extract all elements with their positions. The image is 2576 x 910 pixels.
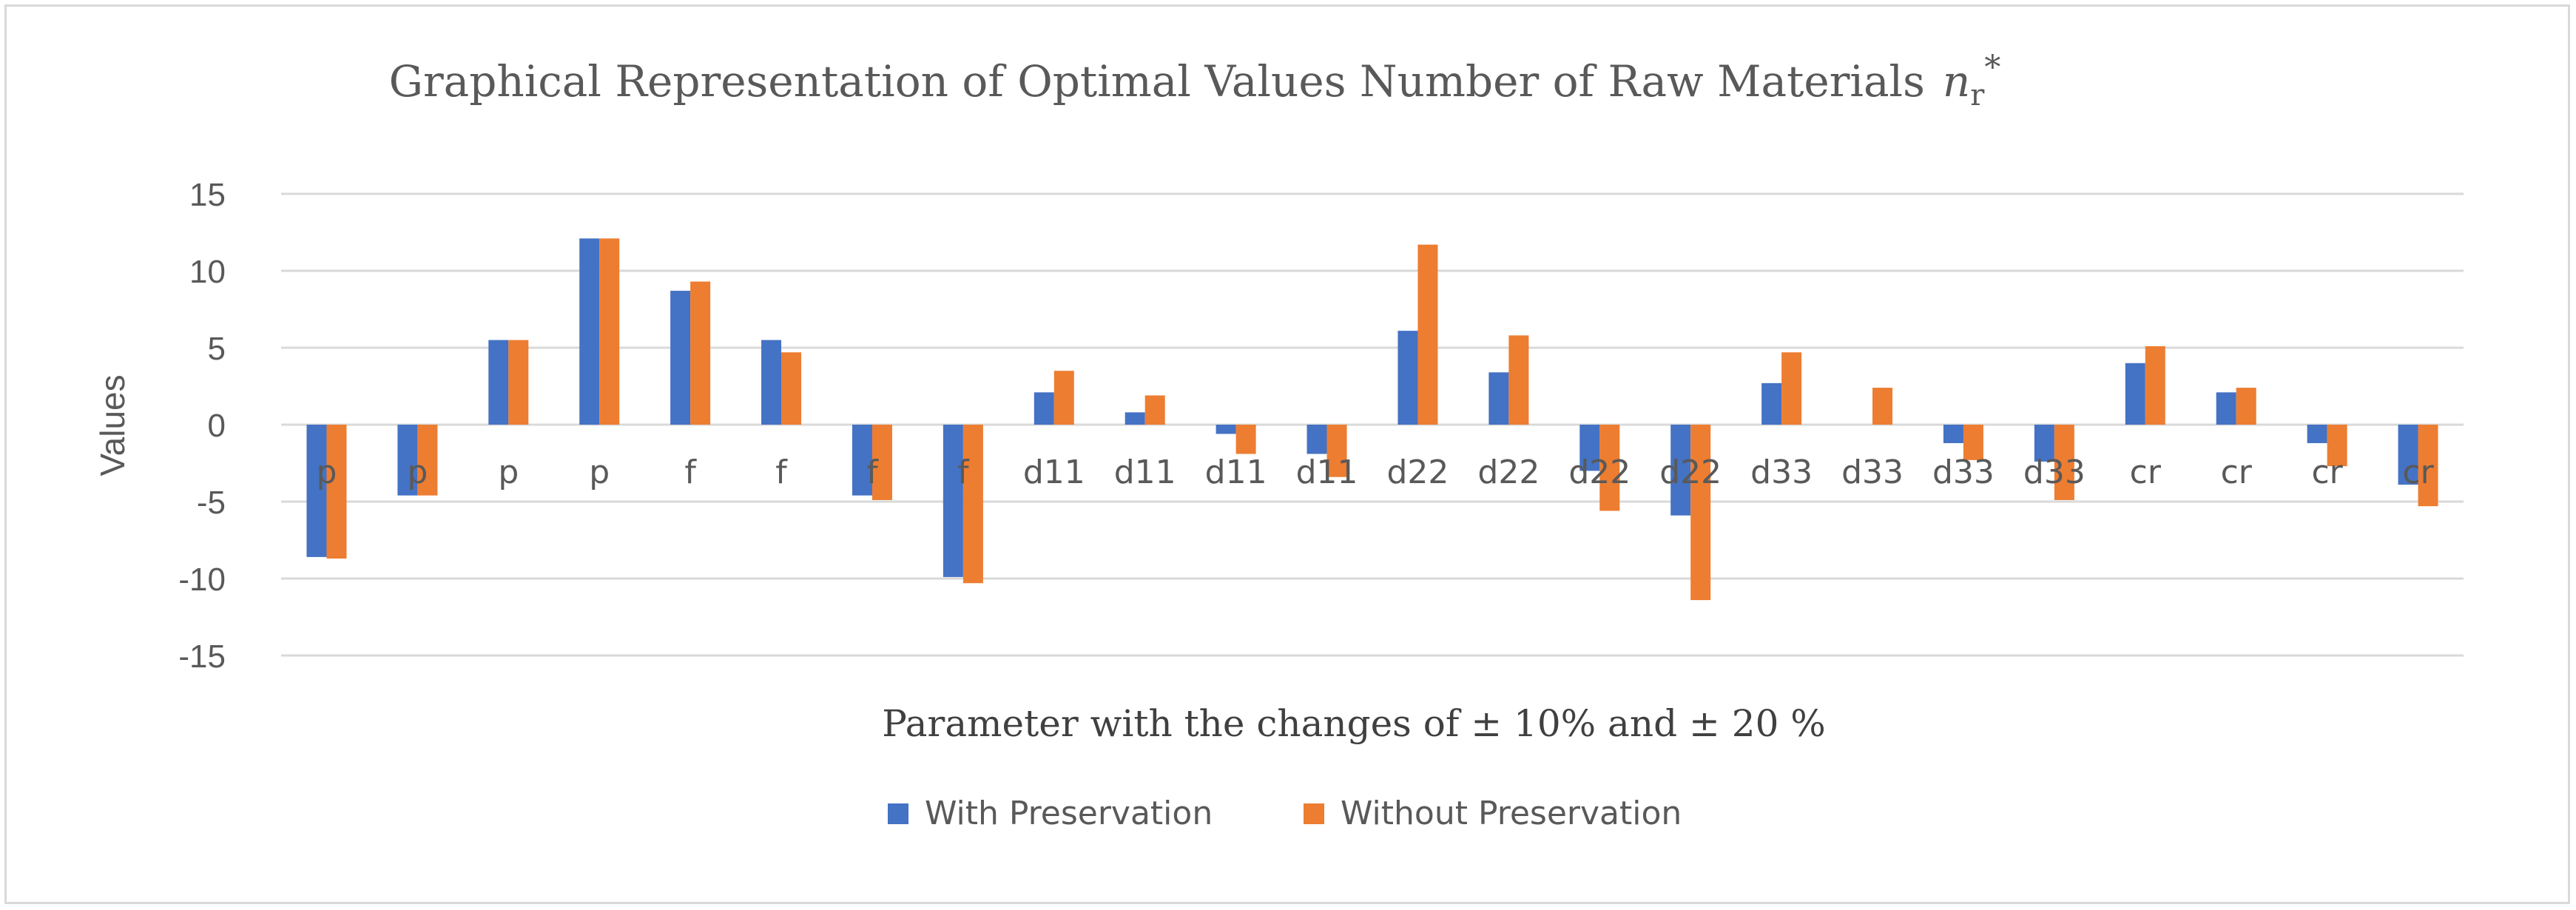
chart-title: Graphical Representation of Optimal Valu… — [389, 49, 2001, 112]
bar-without-preservation-13 — [1508, 335, 1529, 425]
bar-with-preservation-3 — [579, 238, 600, 425]
bar-without-preservation-9 — [1144, 395, 1165, 425]
bar-with-preservation-18 — [1943, 425, 1963, 443]
x-axis-label: Parameter with the changes of ± 10% and … — [882, 702, 1826, 745]
bar-with-preservation-5 — [761, 340, 782, 425]
legend-swatch-without-preservation — [1304, 803, 1324, 824]
category-label: f — [684, 454, 697, 491]
y-tick-label: 10 — [189, 254, 226, 290]
category-label: p — [589, 454, 610, 491]
grid-lines — [281, 192, 2464, 657]
category-label: d33 — [1750, 454, 1813, 491]
bar-without-preservation-2 — [508, 340, 529, 425]
y-tick-label: -15 — [178, 638, 226, 675]
category-label: cr — [2221, 454, 2253, 491]
chart-title-subscript: r — [1970, 78, 1985, 112]
legend: With Preservation Without Preservation — [888, 795, 1682, 832]
legend-label-without-preservation: Without Preservation — [1341, 795, 1682, 832]
bar-without-preservation-12 — [1417, 244, 1438, 425]
bar-with-preservation-23 — [2398, 425, 2418, 485]
bar-without-preservation-21 — [2236, 388, 2256, 425]
bar-without-preservation-18 — [1963, 425, 1983, 460]
category-label: d22 — [1568, 454, 1631, 491]
bar-with-preservation-13 — [1488, 372, 1509, 425]
category-label: d33 — [2023, 454, 2086, 491]
bar-without-preservation-11 — [1326, 425, 1347, 477]
bar-without-preservation-1 — [417, 425, 438, 496]
y-tick-label: -10 — [178, 562, 226, 598]
category-label: d33 — [1841, 454, 1904, 491]
bar-with-preservation-14 — [1579, 425, 1600, 471]
bar-without-preservation-6 — [871, 425, 892, 500]
bar-without-preservation-17 — [1872, 388, 1893, 425]
bar-without-preservation-4 — [690, 281, 711, 425]
bar-without-preservation-14 — [1599, 425, 1620, 511]
bar-without-preservation-3 — [599, 238, 620, 425]
bar-with-preservation-21 — [2216, 392, 2236, 425]
bar-with-preservation-19 — [2034, 425, 2054, 462]
category-label: d11 — [1205, 454, 1267, 491]
bar-without-preservation-5 — [781, 352, 802, 425]
bar-with-preservation-10 — [1215, 425, 1236, 434]
bar-with-preservation-0 — [306, 425, 327, 557]
bar-with-preservation-2 — [488, 340, 509, 425]
category-label: d11 — [1296, 454, 1358, 491]
chart-title-superscript: * — [1984, 49, 2000, 87]
y-tick-labels: 15 10 5 0 -5 -10 -15 — [178, 177, 226, 675]
bar-without-preservation-10 — [1235, 425, 1256, 454]
chart-title-symbol: n — [1943, 56, 1970, 107]
bar-with-preservation-9 — [1125, 412, 1145, 425]
bar-without-preservation-0 — [326, 425, 347, 559]
category-label: p — [316, 454, 337, 491]
bar-with-preservation-4 — [670, 291, 691, 425]
category-label: p — [407, 454, 428, 491]
chart-title-main: Graphical Representation of Optimal Valu… — [389, 56, 1925, 107]
bar-with-preservation-7 — [943, 425, 963, 577]
bar-without-preservation-22 — [2327, 425, 2347, 467]
bar-with-preservation-15 — [1670, 425, 1691, 516]
category-label: d22 — [1659, 454, 1722, 491]
bar-with-preservation-11 — [1306, 425, 1327, 454]
category-label: f — [775, 454, 788, 491]
bar-with-preservation-12 — [1397, 331, 1418, 425]
category-label: f — [957, 454, 970, 491]
bar-with-preservation-22 — [2307, 425, 2327, 443]
legend-label-with-preservation: With Preservation — [925, 795, 1213, 832]
category-label: d11 — [1114, 454, 1176, 491]
category-labels: p p p p f f f f d11 d11 d11 d11 d22 d22 d22 d22 d33 d33 d3… — [316, 454, 2434, 491]
category-label: cr — [2402, 454, 2434, 491]
bar-without-preservation-20 — [2145, 346, 2165, 425]
bar-with-preservation-6 — [852, 425, 872, 496]
bar-with-preservation-20 — [2125, 363, 2145, 425]
category-label: d11 — [1023, 454, 1085, 491]
bar-without-preservation-8 — [1053, 371, 1074, 425]
bar-without-preservation-16 — [1781, 352, 1802, 425]
y-tick-label: 5 — [208, 331, 226, 367]
category-label: cr — [2311, 454, 2343, 491]
bar-with-preservation-8 — [1034, 392, 1054, 425]
category-label: d22 — [1477, 454, 1540, 491]
bar-without-preservation-15 — [1690, 425, 1711, 601]
legend-swatch-with-preservation — [888, 803, 908, 824]
bar-without-preservation-7 — [962, 425, 983, 584]
bar-without-preservation-19 — [2054, 425, 2074, 500]
category-label: d22 — [1386, 454, 1449, 491]
bar-without-preservation-23 — [2418, 425, 2438, 507]
y-tick-label: 0 — [208, 408, 226, 444]
category-label: f — [866, 454, 879, 491]
bar-with-preservation-16 — [1761, 382, 1782, 425]
y-axis-label: Values — [93, 374, 132, 476]
category-label: p — [498, 454, 519, 491]
y-tick-label: -5 — [197, 485, 226, 521]
bars — [306, 238, 2438, 601]
y-tick-label: 15 — [189, 177, 226, 213]
bar-with-preservation-1 — [397, 425, 418, 496]
category-label: d33 — [1932, 454, 1995, 491]
category-label: cr — [2130, 454, 2162, 491]
